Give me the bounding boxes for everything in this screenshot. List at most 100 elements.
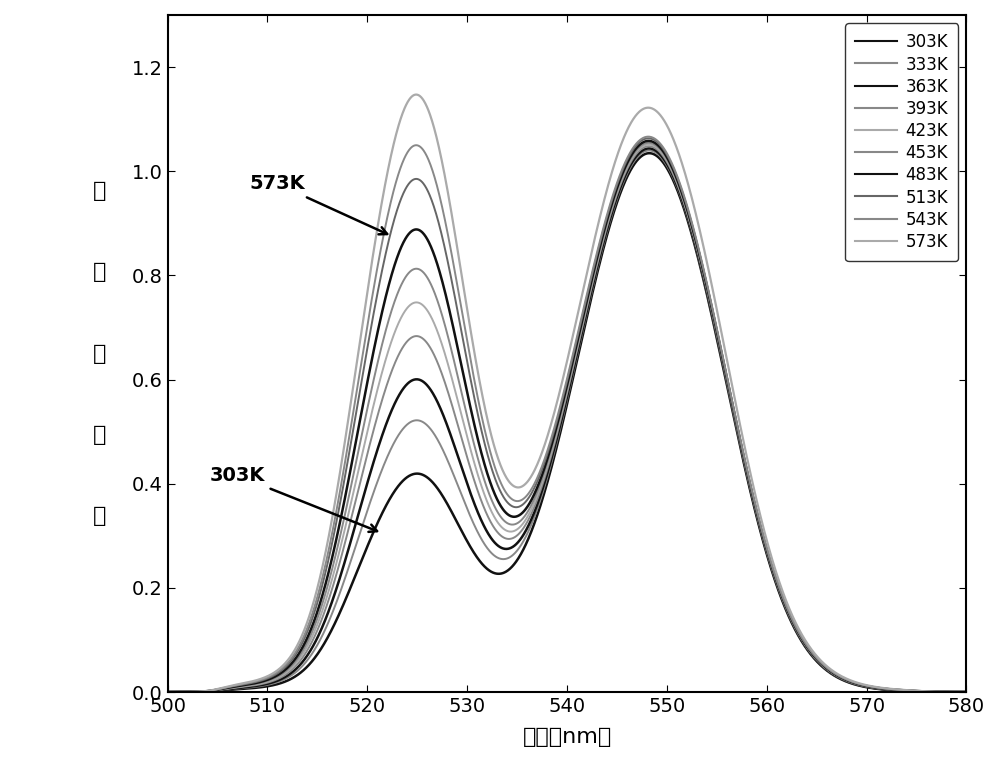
513K bbox=[202, 687, 214, 696]
393K bbox=[643, 142, 655, 151]
Text: 强: 强 bbox=[93, 424, 106, 445]
333K bbox=[550, 440, 562, 450]
573K bbox=[162, 687, 174, 696]
363K bbox=[550, 437, 562, 447]
Line: 423K: 423K bbox=[168, 145, 966, 692]
453K bbox=[550, 427, 562, 437]
393K bbox=[529, 501, 541, 511]
Line: 453K: 453K bbox=[168, 142, 966, 692]
453K bbox=[960, 687, 972, 696]
303K bbox=[938, 687, 950, 696]
573K bbox=[791, 621, 803, 630]
333K bbox=[937, 687, 949, 696]
483K bbox=[202, 687, 214, 696]
483K bbox=[162, 687, 174, 696]
513K bbox=[529, 482, 541, 491]
393K bbox=[791, 627, 803, 636]
Line: 303K: 303K bbox=[168, 153, 966, 692]
513K bbox=[642, 134, 654, 143]
573K bbox=[938, 687, 950, 696]
513K bbox=[938, 687, 950, 696]
363K bbox=[937, 687, 949, 696]
Line: 573K: 573K bbox=[168, 94, 966, 692]
363K bbox=[791, 627, 803, 636]
543K bbox=[162, 687, 174, 696]
393K bbox=[162, 687, 174, 696]
333K bbox=[938, 687, 950, 696]
543K bbox=[960, 687, 972, 696]
543K bbox=[642, 132, 654, 141]
513K bbox=[937, 687, 949, 696]
Text: 化: 化 bbox=[93, 344, 106, 363]
Line: 393K: 393K bbox=[168, 146, 966, 692]
333K bbox=[791, 628, 803, 637]
483K bbox=[642, 136, 654, 146]
Line: 363K: 363K bbox=[168, 149, 966, 692]
333K bbox=[529, 511, 541, 520]
453K bbox=[529, 493, 541, 502]
303K bbox=[960, 687, 972, 696]
Legend: 303K, 333K, 363K, 393K, 423K, 453K, 483K, 513K, 543K, 573K: 303K, 333K, 363K, 393K, 423K, 453K, 483K… bbox=[845, 24, 958, 261]
393K bbox=[202, 687, 214, 696]
363K bbox=[960, 687, 972, 696]
423K bbox=[938, 687, 950, 696]
363K bbox=[202, 687, 214, 696]
363K bbox=[162, 687, 174, 696]
303K bbox=[550, 445, 562, 454]
543K bbox=[202, 687, 214, 696]
573K bbox=[550, 400, 562, 409]
543K bbox=[937, 687, 949, 696]
513K bbox=[791, 625, 803, 634]
393K bbox=[550, 434, 562, 443]
483K bbox=[550, 424, 562, 434]
543K bbox=[529, 479, 541, 488]
453K bbox=[938, 687, 950, 696]
333K bbox=[960, 687, 972, 696]
363K bbox=[529, 506, 541, 515]
X-axis label: 波长（nm）: 波长（nm） bbox=[522, 727, 612, 747]
573K bbox=[202, 686, 214, 695]
453K bbox=[162, 687, 174, 696]
Text: 303K: 303K bbox=[210, 466, 377, 532]
423K bbox=[791, 626, 803, 636]
453K bbox=[791, 626, 803, 635]
423K bbox=[162, 687, 174, 696]
573K bbox=[937, 687, 949, 696]
483K bbox=[791, 626, 803, 635]
Text: 573K: 573K bbox=[250, 174, 387, 235]
453K bbox=[202, 687, 214, 696]
Text: 度: 度 bbox=[93, 506, 106, 526]
513K bbox=[960, 687, 972, 696]
393K bbox=[960, 687, 972, 696]
573K bbox=[410, 90, 422, 99]
423K bbox=[550, 431, 562, 440]
303K bbox=[791, 629, 803, 638]
423K bbox=[643, 140, 655, 149]
Line: 543K: 543K bbox=[168, 136, 966, 692]
Line: 513K: 513K bbox=[168, 139, 966, 692]
333K bbox=[643, 146, 655, 155]
303K bbox=[643, 149, 655, 158]
363K bbox=[643, 144, 655, 153]
303K bbox=[202, 687, 214, 696]
393K bbox=[938, 687, 950, 696]
303K bbox=[937, 687, 949, 696]
543K bbox=[791, 624, 803, 633]
453K bbox=[643, 138, 655, 147]
333K bbox=[162, 687, 174, 696]
Text: 准: 准 bbox=[93, 262, 106, 282]
513K bbox=[162, 687, 174, 696]
393K bbox=[937, 687, 949, 696]
573K bbox=[960, 687, 972, 696]
483K bbox=[529, 488, 541, 498]
423K bbox=[202, 687, 214, 696]
513K bbox=[550, 420, 562, 429]
543K bbox=[550, 417, 562, 426]
483K bbox=[937, 687, 949, 696]
423K bbox=[960, 687, 972, 696]
Text: 标: 标 bbox=[93, 181, 106, 201]
Line: 333K: 333K bbox=[168, 151, 966, 692]
303K bbox=[529, 517, 541, 527]
543K bbox=[938, 687, 950, 696]
483K bbox=[938, 687, 950, 696]
